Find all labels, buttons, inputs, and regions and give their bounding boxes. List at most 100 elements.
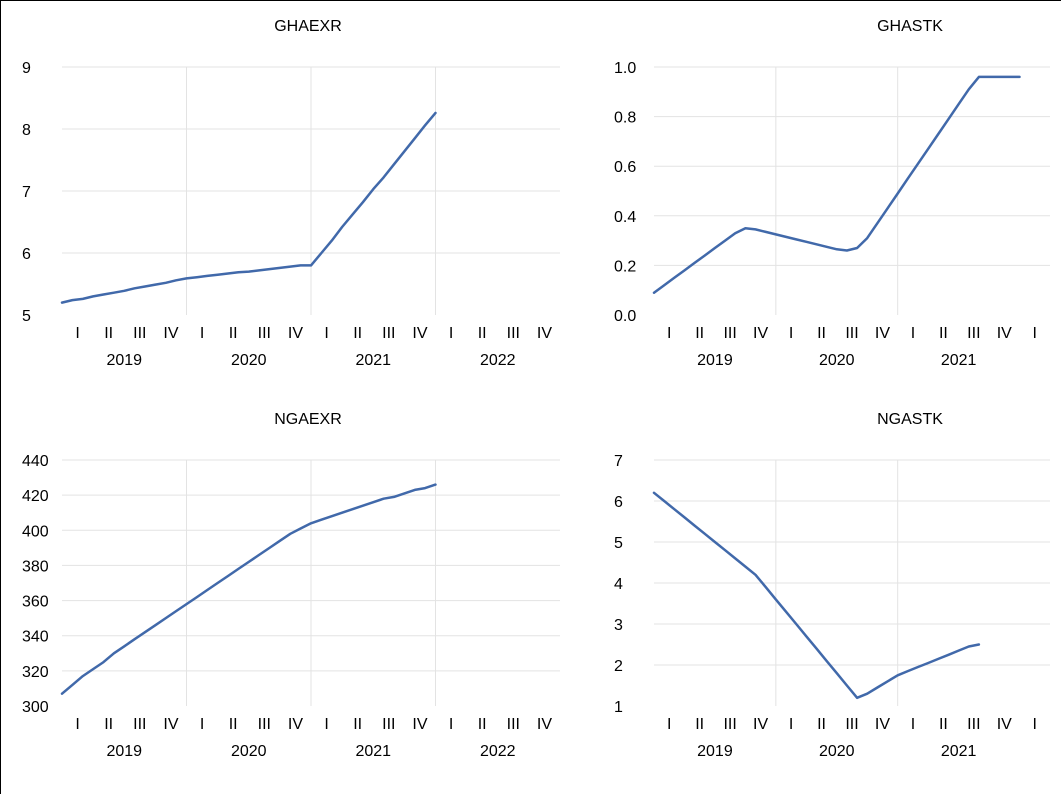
y-tick-label: 4 bbox=[614, 576, 623, 593]
quarter-tick-label: IV bbox=[288, 325, 303, 342]
year-tick-label: 2021 bbox=[941, 743, 977, 760]
quarter-tick-label: II bbox=[939, 325, 948, 342]
y-tick-label: 3 bbox=[614, 617, 623, 634]
y-tick-label: 380 bbox=[22, 558, 49, 575]
year-tick-label: 2021 bbox=[941, 352, 977, 369]
quarter-tick-label: III bbox=[845, 716, 858, 733]
chart-title: NGASTK bbox=[877, 411, 943, 428]
quarter-tick-label: II bbox=[104, 325, 113, 342]
year-tick-label: 2022 bbox=[480, 743, 516, 760]
quarter-tick-label: IV bbox=[412, 716, 427, 733]
quarter-tick-label: IV bbox=[753, 716, 768, 733]
quarter-tick-label: II bbox=[353, 716, 362, 733]
y-tick-label: 0.0 bbox=[614, 308, 636, 325]
y-tick-label: 360 bbox=[22, 594, 49, 611]
quarter-tick-label: IV bbox=[288, 716, 303, 733]
quarter-tick-label: I bbox=[324, 325, 328, 342]
quarter-tick-label: I bbox=[911, 325, 915, 342]
quarter-tick-label: IV bbox=[997, 325, 1012, 342]
y-tick-label: 340 bbox=[22, 629, 49, 646]
quarter-tick-label: II bbox=[353, 325, 362, 342]
y-tick-label: 6 bbox=[22, 246, 31, 263]
y-tick-label: 7 bbox=[22, 184, 31, 201]
quarter-tick-label: IV bbox=[997, 716, 1012, 733]
year-tick-label: 2019 bbox=[106, 352, 142, 369]
quarter-tick-label: I bbox=[789, 716, 793, 733]
quarter-tick-label: III bbox=[382, 325, 395, 342]
quarter-tick-label: II bbox=[817, 716, 826, 733]
y-tick-label: 0.8 bbox=[614, 110, 636, 127]
y-tick-label: 7 bbox=[614, 453, 623, 470]
year-tick-label: 2019 bbox=[697, 743, 733, 760]
quarter-tick-label: III bbox=[967, 325, 980, 342]
y-tick-label: 5 bbox=[22, 308, 31, 325]
y-tick-label: 6 bbox=[614, 494, 623, 511]
quarter-tick-label: IV bbox=[412, 325, 427, 342]
year-tick-label: 2021 bbox=[355, 743, 391, 760]
quarter-tick-label: I bbox=[200, 325, 204, 342]
series-line-ghaexr bbox=[60, 111, 437, 304]
chart-title: GHASTK bbox=[877, 18, 943, 35]
y-tick-label: 0.2 bbox=[614, 258, 636, 275]
quarter-tick-label: III bbox=[258, 325, 271, 342]
quarter-tick-label: II bbox=[478, 716, 487, 733]
quarter-tick-label: I bbox=[911, 716, 915, 733]
series-line-ngastk bbox=[652, 491, 981, 700]
y-tick-label: 0.4 bbox=[614, 209, 636, 226]
year-tick-label: 2019 bbox=[106, 743, 142, 760]
year-tick-label: 2020 bbox=[231, 743, 267, 760]
year-tick-label: 2020 bbox=[231, 352, 267, 369]
quarter-tick-label: I bbox=[200, 716, 204, 733]
year-tick-label: 2020 bbox=[819, 743, 855, 760]
quarter-tick-label: I bbox=[1033, 716, 1037, 733]
y-tick-label: 5 bbox=[614, 535, 623, 552]
y-tick-label: 420 bbox=[22, 488, 49, 505]
quarter-tick-label: I bbox=[75, 716, 79, 733]
quarter-tick-label: III bbox=[723, 325, 736, 342]
y-tick-label: 1.0 bbox=[614, 60, 636, 77]
quarter-tick-label: I bbox=[324, 716, 328, 733]
quarter-tick-label: IV bbox=[163, 716, 178, 733]
quarter-tick-label: III bbox=[845, 325, 858, 342]
y-tick-label: 400 bbox=[22, 523, 49, 540]
quarter-tick-label: II bbox=[817, 325, 826, 342]
quarter-tick-label: III bbox=[133, 325, 146, 342]
chart-title: GHAEXR bbox=[274, 18, 342, 35]
quarter-tick-label: III bbox=[507, 325, 520, 342]
quarter-tick-label: IV bbox=[163, 325, 178, 342]
y-tick-label: 1 bbox=[614, 699, 623, 716]
series-line-ghastk bbox=[652, 75, 1021, 294]
y-tick-label: 9 bbox=[22, 60, 31, 77]
quarter-tick-label: IV bbox=[875, 325, 890, 342]
quarter-tick-label: II bbox=[229, 716, 238, 733]
quarter-tick-label: IV bbox=[753, 325, 768, 342]
quarter-tick-label: I bbox=[449, 325, 453, 342]
year-tick-label: 2020 bbox=[819, 352, 855, 369]
quarter-tick-label: III bbox=[382, 716, 395, 733]
y-tick-label: 2 bbox=[614, 658, 623, 675]
y-tick-label: 0.6 bbox=[614, 159, 636, 176]
quarter-tick-label: III bbox=[967, 716, 980, 733]
quarter-tick-label: II bbox=[695, 716, 704, 733]
y-tick-label: 8 bbox=[22, 122, 31, 139]
series-line-ngaexr bbox=[60, 483, 437, 695]
y-tick-label: 440 bbox=[22, 453, 49, 470]
quarter-tick-label: II bbox=[478, 325, 487, 342]
quarter-tick-label: III bbox=[723, 716, 736, 733]
year-tick-label: 2019 bbox=[697, 352, 733, 369]
quarter-tick-label: IV bbox=[537, 325, 552, 342]
quarter-tick-label: IV bbox=[537, 716, 552, 733]
quarter-tick-label: II bbox=[695, 325, 704, 342]
quarter-tick-label: II bbox=[229, 325, 238, 342]
y-tick-label: 320 bbox=[22, 664, 49, 681]
quarter-tick-label: IV bbox=[875, 716, 890, 733]
quarter-tick-label: I bbox=[1033, 325, 1037, 342]
quarter-tick-label: III bbox=[507, 716, 520, 733]
quarter-tick-label: I bbox=[667, 716, 671, 733]
year-tick-label: 2022 bbox=[480, 352, 516, 369]
quarter-tick-label: I bbox=[449, 716, 453, 733]
quarter-tick-label: II bbox=[104, 716, 113, 733]
year-tick-label: 2021 bbox=[355, 352, 391, 369]
